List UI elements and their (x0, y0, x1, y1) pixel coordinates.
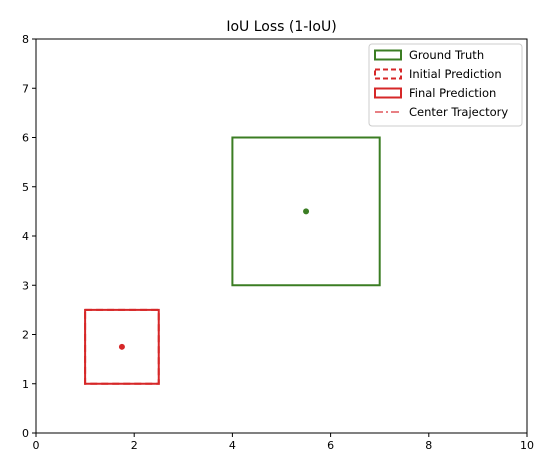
y-tick-label: 7 (22, 82, 29, 95)
legend-label-final-prediction: Final Prediction (409, 86, 496, 100)
legend-label-ground-truth: Ground Truth (409, 48, 484, 62)
y-tick-label: 0 (22, 427, 29, 440)
plot-marks (84, 136, 381, 385)
chart-title: IoU Loss (1-IoU) (226, 19, 336, 35)
legend-handle-final-prediction (374, 87, 402, 99)
x-tick-label: 0 (33, 439, 40, 452)
x-tick-label: 4 (229, 439, 236, 452)
legend-handle-ground-truth (374, 49, 402, 61)
y-tick-label: 6 (22, 132, 29, 145)
final-prediction-box (84, 308, 160, 385)
y-tick-label: 5 (22, 181, 29, 194)
y-tick-label: 2 (22, 329, 29, 342)
ground-truth-box (231, 136, 381, 287)
y-tick-label: 4 (22, 230, 29, 243)
legend-label-center-trajectory: Center Trajectory (409, 105, 508, 119)
ground-truth-center-point (303, 208, 310, 215)
y-tick-label: 1 (22, 378, 29, 391)
legend-handle-initial-prediction (374, 68, 402, 80)
legend-label-initial-prediction: Initial Prediction (409, 67, 502, 81)
x-tick-label: 2 (131, 439, 138, 452)
y-tick-label: 3 (22, 279, 29, 292)
x-tick-label: 6 (327, 439, 334, 452)
x-tick-label: 8 (425, 439, 432, 452)
y-tick-label: 8 (22, 33, 29, 46)
legend: Ground Truth Initial Prediction Final Pred… (368, 43, 523, 127)
prediction-center-point (118, 343, 125, 350)
x-tick-label: 10 (520, 439, 534, 452)
axes: 0 2 4 6 8 10 0 1 2 3 4 5 6 7 8 (22, 33, 534, 452)
legend-box (368, 43, 523, 127)
